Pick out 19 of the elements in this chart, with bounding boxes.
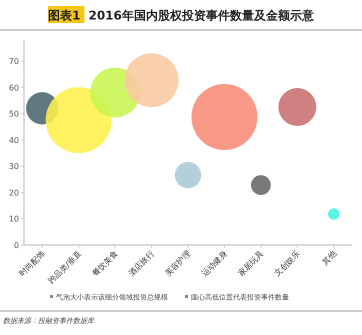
x-tick-label: 其他 [320,249,338,267]
chart-title: 2016年国内股权投资事件数量及金额示意 [88,8,315,22]
x-tick-label: 餐饮美食 [90,249,120,278]
y-tick-label: 50 [8,110,19,119]
x-tick-label: 美容护理 [163,249,192,278]
x-tick-label: 酒店旅行 [126,249,156,278]
y-tick-label: 60 [8,83,19,92]
y-tick-label: 0 [14,241,19,250]
text: 图表1 [48,8,80,22]
y-tick-label: 40 [8,136,19,145]
x-tick-label: 运动健身 [200,249,229,278]
y-tick-label: 10 [8,214,19,224]
y-tick-label: 30 [8,162,19,172]
y-tick-label: 20 [8,188,19,198]
x-tick-label: 跨品类/垂直 [46,249,84,286]
y-tick-label: 70 [8,57,19,66]
x-tick-label: 时尚配饰 [18,249,47,278]
x-tick-label: 家居玩具 [236,249,266,278]
x-tick-label: 文创娱乐 [272,249,302,278]
